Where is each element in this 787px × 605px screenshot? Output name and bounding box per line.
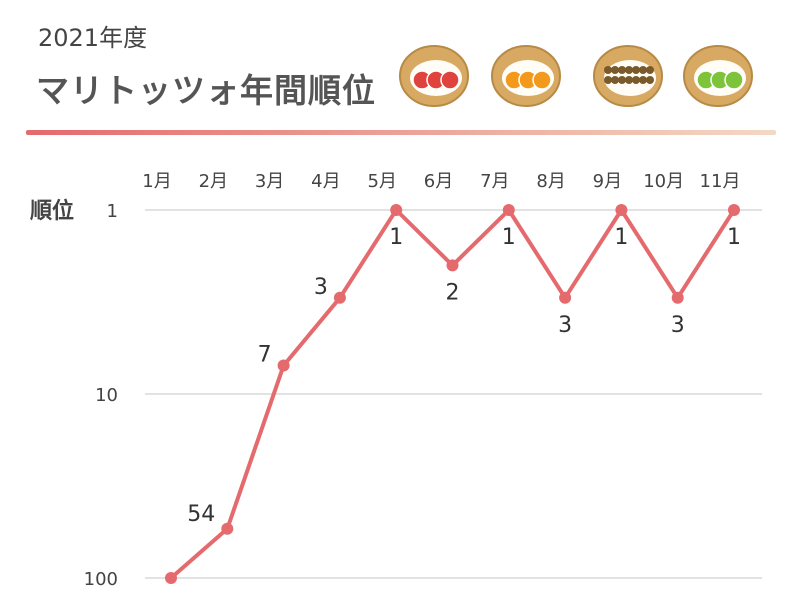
kiwi-maritozzo-icon <box>683 45 753 107</box>
data-point <box>333 291 346 304</box>
data-point <box>165 572 177 584</box>
x-tick-label: 1月 <box>142 171 171 192</box>
data-point <box>221 522 234 535</box>
data-point <box>277 359 290 372</box>
data-label: 1 <box>389 225 403 250</box>
data-label: 3 <box>314 275 328 300</box>
x-tick-label: 3月 <box>255 171 284 192</box>
data-label: 3 <box>558 313 572 338</box>
x-tick-label: 2月 <box>199 171 228 192</box>
x-tick-label: 6月 <box>424 171 453 192</box>
data-label: 7 <box>258 342 272 367</box>
x-tick-label: 8月 <box>536 171 565 192</box>
data-label: 54 <box>187 502 215 527</box>
strawberry-maritozzo-icon <box>399 45 469 107</box>
data-label: 1 <box>614 225 628 250</box>
data-label: 1 <box>502 225 516 250</box>
data-point <box>446 259 459 272</box>
data-point <box>502 204 515 216</box>
year-label: 2021年度 <box>38 24 148 52</box>
x-tick-label: 5月 <box>367 171 396 192</box>
data-point <box>390 204 403 216</box>
x-tick-label: 10月 <box>643 171 684 192</box>
data-label: 1 <box>727 225 741 250</box>
data-point <box>671 291 684 304</box>
data-label: 3 <box>671 313 685 338</box>
y-tick-label: 1 <box>107 201 118 222</box>
y-tick-label: 10 <box>95 385 118 406</box>
y-tick-label: 100 <box>84 569 118 590</box>
data-point <box>615 204 628 216</box>
title-divider <box>26 130 776 135</box>
page-title: マリトッツォ年間順位 <box>36 71 376 110</box>
x-tick-label: 7月 <box>480 171 509 192</box>
data-point <box>559 291 572 304</box>
data-point <box>728 204 740 216</box>
chestnut-maritozzo-icon <box>593 45 663 107</box>
y-axis-label: 順位 <box>30 198 74 224</box>
maritozzo-illustrations <box>399 45 753 107</box>
data-label: 2 <box>446 280 460 305</box>
x-tick-label: 11月 <box>700 171 741 192</box>
orange-maritozzo-icon <box>491 45 561 107</box>
x-tick-label: 4月 <box>311 171 340 192</box>
x-tick-label: 9月 <box>593 171 622 192</box>
